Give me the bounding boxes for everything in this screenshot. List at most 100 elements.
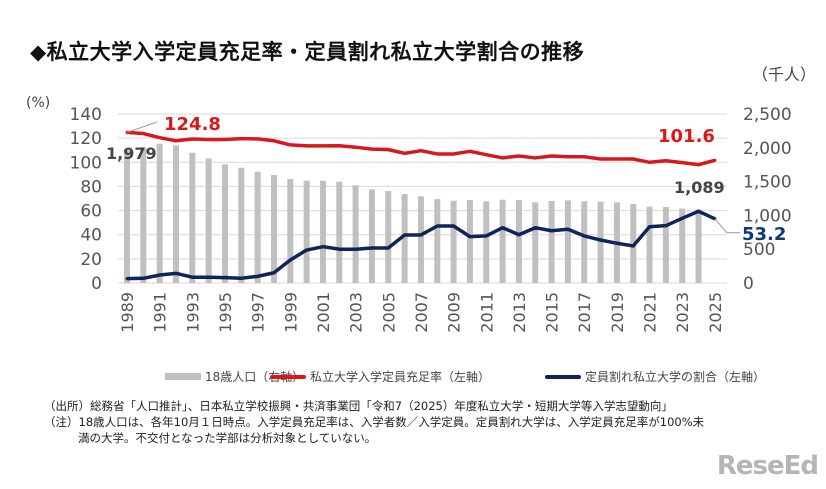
bar-2011 — [483, 201, 490, 283]
resed-logo: ReseEd — [716, 451, 819, 481]
left-tick-label: 120 — [70, 129, 102, 149]
label-last-fill-rate: 101.6 — [658, 126, 715, 147]
footnote-cont: 満の大学。不交付となった学部は分析対象としていない。 — [78, 431, 377, 445]
bar-2010 — [466, 199, 473, 283]
point-1-1996 — [239, 137, 243, 141]
point-2-2023 — [680, 216, 684, 220]
x-tick-label: 2019 — [608, 292, 627, 333]
right-tick-label: 1,000 — [743, 206, 792, 226]
point-2-2021 — [648, 225, 652, 229]
leader-line — [126, 121, 158, 133]
bar-2003 — [352, 185, 359, 283]
bar-2021 — [646, 206, 653, 283]
footnote: （注）18歳人口は、各年10月１日時点。入学定員充足率は、入学者数／入学定員。定… — [44, 415, 705, 429]
point-2-1991 — [158, 273, 162, 277]
legend-item-population: 18歳人口（右軸） — [165, 368, 304, 385]
bar-2013 — [515, 199, 522, 283]
point-1-2004 — [370, 147, 374, 151]
bar-2007 — [417, 196, 424, 283]
point-1-2019 — [615, 157, 619, 161]
point-2-2005 — [386, 246, 390, 250]
bar-2022 — [662, 207, 669, 283]
point-2-2000 — [305, 248, 309, 252]
x-tick-label: 1991 — [151, 292, 170, 333]
notes: （出所）総務省「人口推計」、日本私立学校振興・共済事業団「令和7（2025）年度… — [44, 398, 704, 446]
right-axis-unit: （千人） — [752, 65, 816, 84]
bar-1993 — [189, 152, 196, 283]
point-2-1990 — [141, 276, 145, 280]
label-first-population: 1,979 — [106, 144, 157, 163]
bar-2001 — [319, 180, 326, 283]
point-2-2010 — [468, 235, 472, 239]
chart-svg: 0 20 40 60 80 100 120 140 0 500 1,000 1,500 2,000 2,5… — [26, 65, 816, 333]
point-1-2021 — [648, 160, 652, 164]
point-2-2022 — [664, 224, 668, 228]
label-last-under-ratio: 53.2 — [742, 224, 786, 245]
x-tick-label: 2007 — [412, 292, 431, 333]
bar-2002 — [336, 181, 343, 283]
x-tick-label: 1989 — [118, 292, 137, 333]
x-tick-label: 2005 — [379, 292, 398, 333]
bar-2024 — [695, 209, 702, 283]
chart-title: ◆私立大学入学定員充足率・定員割れ私立大学割合の推移 — [30, 40, 585, 64]
point-1-1991 — [158, 136, 162, 140]
point-2-1989 — [125, 277, 129, 281]
x-tick-label: 2011 — [477, 292, 496, 333]
point-1-2023 — [680, 161, 684, 165]
point-2-2004 — [370, 246, 374, 250]
bar-2016 — [564, 200, 571, 283]
point-2-1995 — [223, 276, 227, 280]
left-tick-label: 60 — [80, 202, 102, 222]
x-tick-label: 2013 — [510, 292, 529, 333]
legend-label: 18歳人口（右軸） — [205, 370, 305, 384]
point-1-2000 — [305, 144, 309, 148]
point-1-2025 — [713, 158, 717, 162]
x-tick-label: 2017 — [575, 292, 594, 333]
point-2-2024 — [697, 209, 701, 213]
point-2-2006 — [403, 233, 407, 237]
point-1-2024 — [697, 163, 701, 167]
point-2-1997 — [256, 274, 260, 278]
bar-1997 — [254, 171, 261, 283]
left-axis-unit: (%) — [26, 95, 50, 111]
bar-1999 — [287, 179, 294, 283]
point-2-2013 — [517, 233, 521, 237]
legend-item-under-ratio: 定員割れ私立大学の割合（左軸） — [545, 368, 765, 385]
x-tick-label: 1993 — [183, 292, 202, 333]
x-tick-label: 2021 — [641, 292, 660, 333]
point-2-2001 — [321, 245, 325, 249]
bar-2005 — [385, 190, 392, 283]
bar-2000 — [303, 180, 310, 283]
point-1-2010 — [468, 149, 472, 153]
point-1-1992 — [174, 139, 178, 143]
left-tick-label: 20 — [80, 250, 102, 270]
point-2-2016 — [566, 227, 570, 231]
x-tick-label: 1997 — [249, 292, 268, 333]
bar-2008 — [434, 199, 441, 283]
point-2-1999 — [288, 258, 292, 262]
bar-1990 — [140, 147, 147, 283]
point-1-2013 — [517, 154, 521, 158]
bar-2018 — [597, 201, 604, 283]
point-2-2012 — [501, 226, 505, 230]
point-1-2006 — [403, 151, 407, 155]
point-1-2016 — [566, 155, 570, 159]
x-tick-label: 2009 — [445, 292, 464, 333]
right-tick-label: 1,500 — [743, 173, 792, 193]
point-1-2015 — [550, 154, 554, 158]
point-1-2001 — [321, 144, 325, 148]
line-series-1 — [126, 130, 716, 167]
left-tick-label: 100 — [70, 153, 102, 173]
point-2-1996 — [239, 276, 243, 280]
bar-2009 — [450, 200, 457, 283]
right-tick-label: 2,500 — [743, 105, 792, 125]
x-tick-label: 2015 — [543, 292, 562, 333]
point-2-1992 — [174, 271, 178, 275]
bar-1995 — [221, 164, 228, 283]
bar-2023 — [679, 208, 686, 283]
point-1-2008 — [435, 152, 439, 156]
legend-label: 私立大学入学定員充足率（左軸） — [310, 370, 491, 384]
point-1-1997 — [256, 137, 260, 141]
bar-2014 — [532, 202, 539, 283]
